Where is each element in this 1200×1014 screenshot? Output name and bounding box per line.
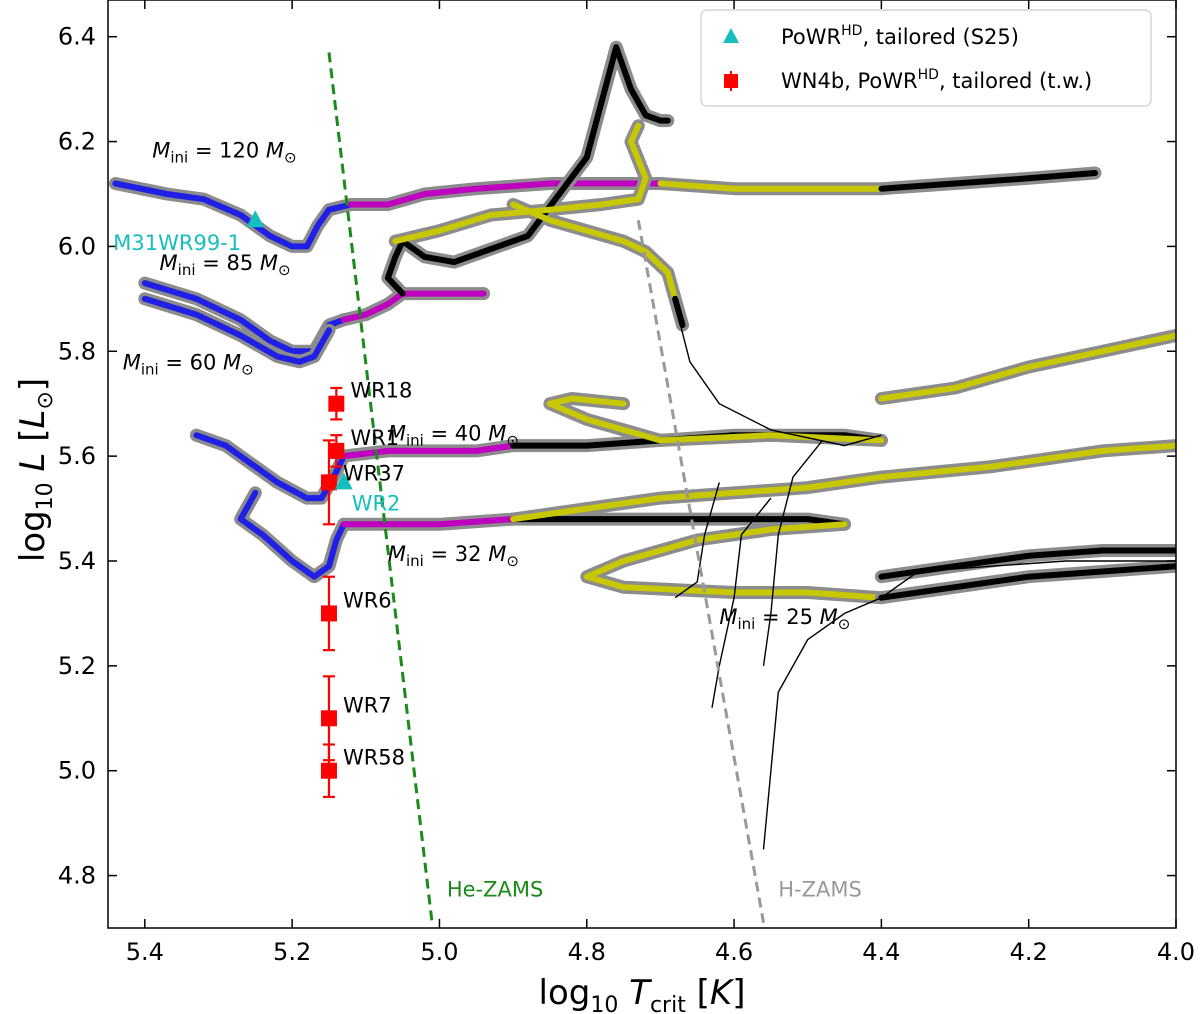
evolutionary-tracks: [108, 40, 1176, 605]
track-segment: [348, 180, 664, 208]
track-m-ini-120-m-sun: [108, 166, 1102, 253]
label-wr2: WR2: [352, 491, 401, 515]
label-m31wr99-1: M31WR99-1: [113, 231, 241, 255]
legend-label-s25: PoWRHD, tailored (S25): [781, 23, 1019, 49]
point-wr18: [328, 395, 345, 412]
mass-label-40: Mini = 40 M⊙: [388, 421, 519, 449]
label-wr6: WR6: [343, 588, 392, 612]
track-m-ini-32-m-sun: [234, 439, 1176, 605]
track-segment: [384, 44, 671, 297]
track-segment: [878, 170, 1098, 192]
point-wr1: [328, 442, 345, 459]
track-segment: [112, 180, 355, 250]
label-wr37: WR37: [343, 461, 405, 485]
track-segment: [340, 290, 487, 323]
track-m-ini-25-m-sun: [874, 544, 1176, 605]
legend-box: [700, 9, 1152, 107]
track-segment: [141, 295, 332, 365]
y-tick-label: 5.6: [58, 442, 96, 470]
track-segment: [878, 547, 1176, 580]
ref-label-h-zams: H-ZAMS: [778, 878, 862, 902]
x-tick-label: 4.2: [1010, 938, 1048, 966]
x-tick-label: 4.0: [1157, 938, 1195, 966]
legend-triangle-marker: [723, 28, 739, 43]
y-tick-label: 4.8: [58, 862, 96, 890]
label-wr7: WR7: [343, 693, 392, 717]
track-segment: [510, 474, 885, 523]
y-tick-label: 5.2: [58, 652, 96, 680]
point-wr6: [320, 605, 337, 622]
legend: PoWRHD, tailored (S25) WN4b, PoWRHD, tai…: [700, 9, 1152, 107]
x-axis-label: log10 Tcrit [K]: [539, 973, 746, 1014]
track-segment: [392, 122, 649, 245]
thin-track: [674, 303, 882, 447]
ref-label-he-zams: He-ZAMS: [447, 878, 544, 902]
track-segment: [340, 516, 517, 528]
point-wr37: [320, 474, 337, 491]
ref-line-he-zams: [327, 52, 434, 923]
thin-track: [762, 597, 882, 850]
track-segment: [657, 180, 885, 192]
y-tick-label: 6.0: [58, 232, 96, 260]
plot-area: [108, 40, 1176, 924]
mass-label-85: Mini = 85 M⊙: [160, 251, 291, 279]
annotations: Mini = 120 M⊙ Mini = 85 M⊙ Mini = 60 M⊙ Min…: [113, 138, 862, 901]
y-tick-label: 6.4: [58, 23, 96, 51]
y-tick-label: 5.0: [58, 757, 96, 785]
x-tick-label: 4.6: [715, 938, 753, 966]
y-tick-label: 6.2: [58, 128, 96, 156]
mass-label-25: Mini = 25 M⊙: [719, 605, 850, 633]
y-tick-label: 5.4: [58, 547, 96, 575]
x-tick-label: 4.4: [862, 938, 900, 966]
y-axis-label: log10 L [L⊙]: [13, 378, 58, 562]
track-segment: [546, 395, 885, 444]
track-segment: [340, 442, 517, 460]
thin-tracks: [674, 303, 1176, 850]
x-tick-label: 5.2: [273, 938, 311, 966]
track-segment: [510, 516, 848, 528]
label-wr58: WR58: [343, 746, 405, 770]
axes: 5.4 5.2 5.0 4.8 4.6 4.4 4.2 4.0 6.4 6.2 6.0 5.8 5.6 5…: [58, 0, 1195, 966]
mass-label-60: Mini = 60 M⊙: [123, 351, 254, 379]
thin-track: [711, 497, 772, 708]
legend-square-marker: [724, 74, 738, 88]
ref-line-h-zams: [636, 219, 766, 924]
plot-frame: [107, 0, 1177, 929]
x-tick-label: 5.4: [126, 938, 164, 966]
mass-label-32: Mini = 32 M⊙: [388, 542, 519, 570]
track-segment: [672, 295, 686, 329]
point-wr7: [320, 710, 337, 727]
y-tick-label: 5.8: [58, 337, 96, 365]
label-wr1: WR1: [350, 426, 399, 450]
mass-label-120: Mini = 120 M⊙: [152, 138, 296, 166]
x-tick-label: 4.8: [568, 938, 606, 966]
track-segment: [878, 563, 1176, 601]
reference-lines: [327, 52, 766, 924]
thin-track: [880, 560, 1176, 599]
x-tick-label: 5.0: [420, 938, 458, 966]
track-segment: [510, 201, 679, 302]
thin-track: [762, 439, 824, 666]
track-segment: [237, 489, 347, 580]
track-segment: [583, 521, 885, 601]
track-segment: [878, 442, 1176, 481]
thin-track: [674, 482, 720, 599]
track-segment: [878, 332, 1176, 402]
track-m-ini-60-m-sun: [138, 292, 336, 369]
label-wr18: WR18: [350, 379, 412, 403]
point-wr58: [320, 762, 337, 779]
track-m-ini-85-m-sun: [138, 40, 689, 358]
point-m31wr99-1: [246, 210, 265, 228]
data-points: [246, 210, 353, 799]
point-wr2: [334, 472, 353, 490]
